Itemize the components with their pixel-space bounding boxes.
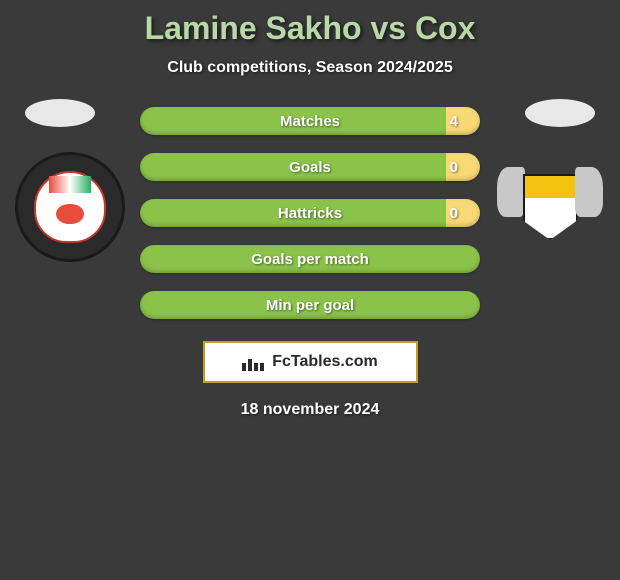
chart-icon — [242, 353, 266, 371]
stat-value: 0 — [450, 205, 458, 222]
stat-bar-goals: Goals 0 — [140, 153, 480, 181]
stat-label: Goals — [289, 159, 331, 176]
stat-bars-list: Matches 4 Goals 0 Hattricks 0 Goals per … — [140, 107, 480, 319]
club-badge-left — [15, 152, 125, 262]
logo-text: FcTables.com — [272, 353, 378, 371]
stat-bar-matches: Matches 4 — [140, 107, 480, 135]
player-right-avatar — [525, 99, 595, 127]
page-subtitle: Club competitions, Season 2024/2025 — [167, 59, 452, 77]
stat-bar-goals-per-match: Goals per match — [140, 245, 480, 273]
page-title: Lamine Sakho vs Cox — [145, 10, 476, 47]
stats-comparison-area: Matches 4 Goals 0 Hattricks 0 Goals per … — [0, 107, 620, 319]
stat-bar-hattricks: Hattricks 0 — [140, 199, 480, 227]
stat-label: Matches — [280, 113, 340, 130]
player-left-avatar — [25, 99, 95, 127]
wrexham-badge-icon — [15, 152, 125, 262]
stat-label: Hattricks — [278, 205, 342, 222]
stat-bar-min-per-goal: Min per goal — [140, 291, 480, 319]
fctables-logo[interactable]: FcTables.com — [203, 341, 418, 383]
stat-label: Goals per match — [251, 251, 369, 268]
stat-value: 4 — [450, 113, 458, 130]
club-badge-right — [495, 152, 605, 262]
date-label: 18 november 2024 — [241, 401, 380, 419]
hereford-badge-icon — [495, 152, 605, 262]
stat-label: Min per goal — [266, 297, 354, 314]
stat-value: 0 — [450, 159, 458, 176]
